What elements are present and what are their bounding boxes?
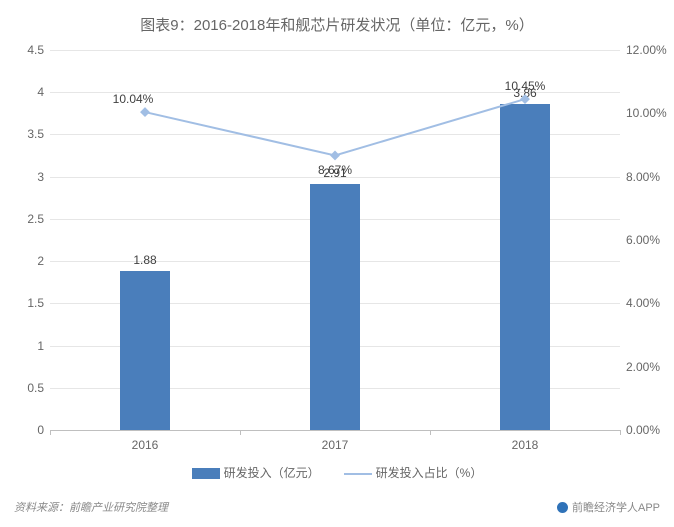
x-tick	[430, 430, 431, 435]
bar-value-label: 1.88	[115, 253, 175, 267]
x-category-label: 2018	[495, 438, 555, 452]
x-axis-line	[50, 430, 620, 431]
y-right-tick-label: 0.00%	[626, 423, 674, 437]
y-left-tick-label: 3.5	[4, 127, 44, 141]
y-left-tick-label: 1.5	[4, 296, 44, 310]
y-left-tick-label: 4.5	[4, 43, 44, 57]
legend-label: 研发投入（亿元）	[224, 466, 320, 480]
y-right-tick-label: 8.00%	[626, 170, 674, 184]
y-right-tick-label: 4.00%	[626, 296, 674, 310]
gridline	[50, 50, 620, 51]
y-left-tick-label: 2	[4, 254, 44, 268]
brand-text: 前瞻经济学人APP	[572, 502, 660, 514]
line-path	[145, 99, 525, 155]
y-left-tick-label: 4	[4, 85, 44, 99]
x-tick	[620, 430, 621, 435]
y-left-tick-label: 3	[4, 170, 44, 184]
legend-item: 研发投入占比（%）	[344, 464, 483, 481]
line-value-label: 8.67%	[300, 163, 370, 177]
legend: 研发投入（亿元） 研发投入占比（%）	[0, 464, 674, 481]
y-left-tick-label: 0.5	[4, 381, 44, 395]
chart-plot-area: 00.511.522.533.544.50.00%2.00%4.00%6.00%…	[50, 50, 620, 430]
legend-line-swatch	[344, 473, 372, 475]
legend-label: 研发投入占比（%）	[376, 466, 483, 480]
bar	[500, 104, 550, 430]
x-tick	[50, 430, 51, 435]
x-tick	[240, 430, 241, 435]
bar	[120, 271, 170, 430]
line-value-label: 10.45%	[490, 79, 560, 93]
y-right-tick-label: 10.00%	[626, 106, 674, 120]
x-category-label: 2017	[305, 438, 365, 452]
footer-source: 资料来源：前瞻产业研究院整理	[14, 499, 168, 515]
chart-title: 图表9：2016-2018年和舰芯片研发状况（单位：亿元，%）	[0, 0, 674, 41]
line-marker	[140, 107, 150, 117]
x-category-label: 2016	[115, 438, 175, 452]
y-right-tick-label: 12.00%	[626, 43, 674, 57]
y-left-tick-label: 2.5	[4, 212, 44, 226]
y-left-tick-label: 0	[4, 423, 44, 437]
legend-bar-swatch	[192, 468, 220, 479]
footer-brand: 前瞻经济学人APP	[557, 499, 660, 515]
line-marker	[330, 151, 340, 161]
y-right-tick-label: 2.00%	[626, 360, 674, 374]
bar	[310, 184, 360, 430]
line-value-label: 10.04%	[98, 92, 168, 106]
legend-item: 研发投入（亿元）	[192, 464, 320, 481]
y-right-tick-label: 6.00%	[626, 233, 674, 247]
brand-dot-icon	[557, 502, 568, 513]
y-left-tick-label: 1	[4, 339, 44, 353]
